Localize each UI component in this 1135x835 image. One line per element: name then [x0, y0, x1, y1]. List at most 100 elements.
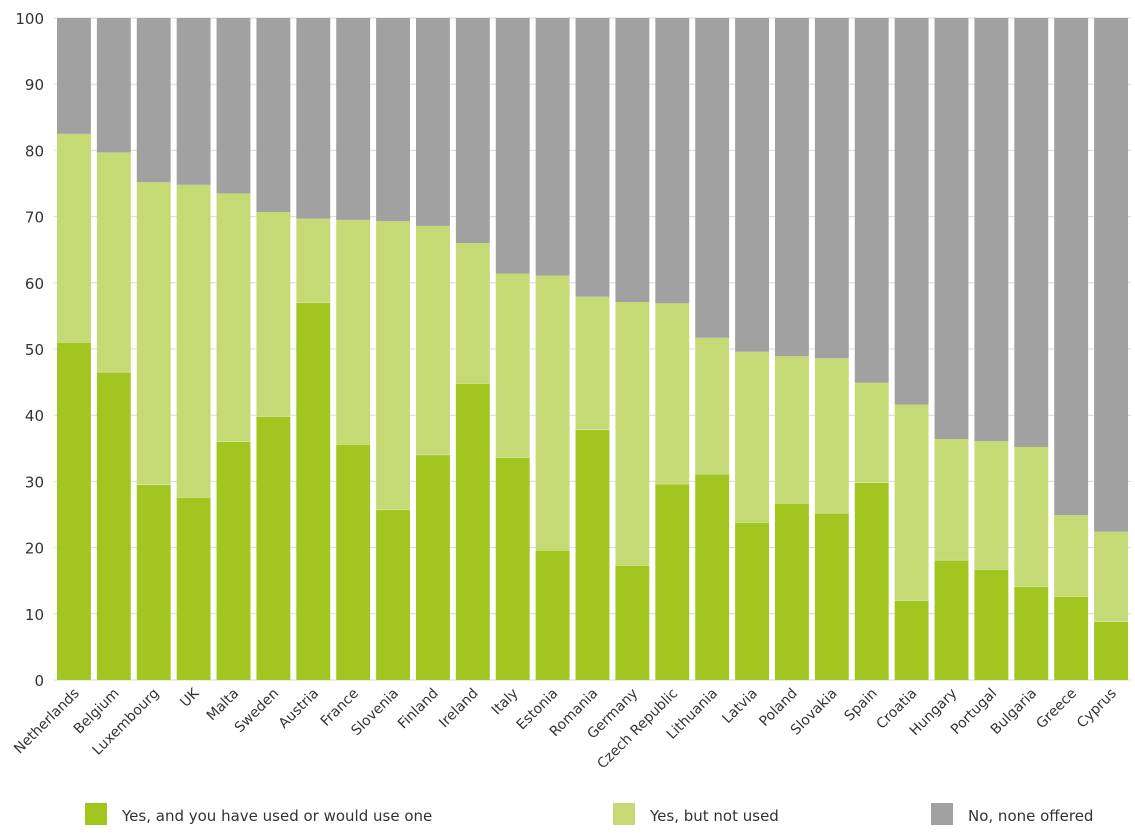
bar-segment-not-used [336, 219, 371, 445]
bar-segment-none-offered [575, 18, 610, 297]
x-category-label: Sweden [232, 686, 282, 736]
legend-label: No, none offered [968, 807, 1093, 825]
x-category-label: Finland [395, 686, 442, 733]
x-category-label: Latvia [719, 686, 760, 727]
bar-segment-used [416, 454, 450, 680]
bar-segment-none-offered [416, 18, 450, 226]
bar-segment-none-offered [1094, 18, 1128, 532]
bar-segment-none-offered [934, 18, 969, 440]
legend-swatch [85, 803, 107, 825]
legend: Yes, and you have used or would use one Y… [85, 803, 1093, 825]
bar-segment-not-used [1054, 515, 1089, 597]
y-axis: 0 10 20 30 40 50 60 70 80 90 100 [15, 10, 44, 690]
y-tick-label: 80 [25, 142, 44, 160]
bar-segment-none-offered [455, 18, 490, 244]
x-category-label: Greece [1033, 686, 1080, 733]
bar-segment-not-used [1094, 531, 1128, 622]
bar-segment-used [775, 503, 809, 680]
x-category-label: Cyprus [1074, 686, 1120, 732]
bar-segment-not-used [1014, 446, 1049, 587]
y-tick-label: 10 [25, 606, 44, 624]
bar-segment-used [655, 484, 690, 680]
bar-segment-used [735, 522, 769, 680]
x-category-label: UK [177, 685, 203, 711]
bar-segment-used [575, 429, 610, 680]
bar-segment-none-offered [256, 18, 291, 212]
bar-segment-not-used [57, 133, 91, 343]
x-category-label: Italy [489, 686, 522, 719]
bar-segment-none-offered [96, 18, 131, 153]
bar-segment-used [854, 482, 889, 680]
y-tick-label: 50 [25, 341, 44, 359]
bar-segment-none-offered [1014, 18, 1049, 447]
bar-segment-none-offered [336, 18, 371, 220]
bar-segment-none-offered [535, 18, 570, 276]
legend-swatch [931, 803, 953, 825]
bar-segment-not-used [615, 301, 650, 566]
bar-segment-not-used [256, 211, 291, 417]
y-tick-label: 90 [25, 76, 44, 94]
bar-segment-not-used [894, 404, 929, 601]
bar-segment-not-used [455, 243, 490, 384]
bar-segment-not-used [974, 441, 1009, 570]
legend-label: Yes, and you have used or would use one [121, 807, 432, 825]
bar-segment-used [256, 416, 291, 680]
bar-segment-not-used [96, 152, 131, 373]
x-category-label: Ireland [436, 686, 482, 732]
x-category-label: Austria [276, 686, 322, 732]
bar-segment-not-used [934, 439, 969, 561]
bar-segment-not-used [735, 351, 769, 523]
bar-segment-not-used [416, 225, 450, 455]
bar-segment-used [695, 474, 730, 680]
y-tick-label: 20 [25, 540, 44, 558]
bar-segment-none-offered [296, 18, 331, 219]
bar-segment-used [974, 569, 1009, 680]
y-tick-label: 0 [34, 672, 44, 690]
bar-segment-not-used [216, 193, 251, 442]
bar-segment-none-offered [695, 18, 730, 338]
bar-segment-none-offered [376, 18, 410, 222]
bar-segment-none-offered [814, 18, 849, 359]
bars [57, 18, 1128, 680]
bar-segment-used [376, 509, 410, 680]
bar-segment-not-used [575, 296, 610, 430]
legend-label: Yes, but not used [649, 807, 779, 825]
x-category-label: Netherlands [11, 686, 83, 758]
bar-segment-used [1094, 621, 1128, 680]
bar-segment-none-offered [974, 18, 1009, 442]
bar-segment-none-offered [615, 18, 650, 302]
bar-segment-none-offered [854, 18, 889, 383]
bar-segment-not-used [176, 184, 211, 498]
bar-segment-none-offered [216, 18, 251, 194]
bar-segment-used [296, 302, 331, 680]
bar-segment-not-used [136, 182, 171, 485]
bar-segment-none-offered [136, 18, 171, 183]
bar-segment-used [814, 513, 849, 680]
bar-segment-used [894, 600, 929, 680]
bar-segment-none-offered [894, 18, 929, 405]
bar-segment-used [216, 441, 251, 680]
y-tick-label: 40 [25, 407, 44, 425]
bar-segment-not-used [376, 221, 410, 510]
legend-swatch [613, 803, 635, 825]
bar-segment-used [336, 444, 371, 680]
y-tick-label: 30 [25, 473, 44, 491]
bar-segment-used [57, 342, 91, 680]
bar-segment-none-offered [775, 18, 809, 357]
bar-segment-none-offered [655, 18, 690, 304]
bar-segment-none-offered [1054, 18, 1089, 516]
bar-segment-not-used [495, 273, 530, 458]
x-category-label: Malta [204, 686, 243, 725]
bar-segment-used [176, 497, 211, 680]
bar-segment-none-offered [57, 18, 91, 134]
bar-segment-not-used [296, 218, 331, 303]
bar-segment-used [96, 372, 131, 680]
y-tick-label: 70 [25, 209, 44, 227]
bar-segment-not-used [535, 275, 570, 551]
bar-segment-used [615, 565, 650, 680]
bar-segment-used [1054, 596, 1089, 680]
bar-segment-used [495, 457, 530, 680]
